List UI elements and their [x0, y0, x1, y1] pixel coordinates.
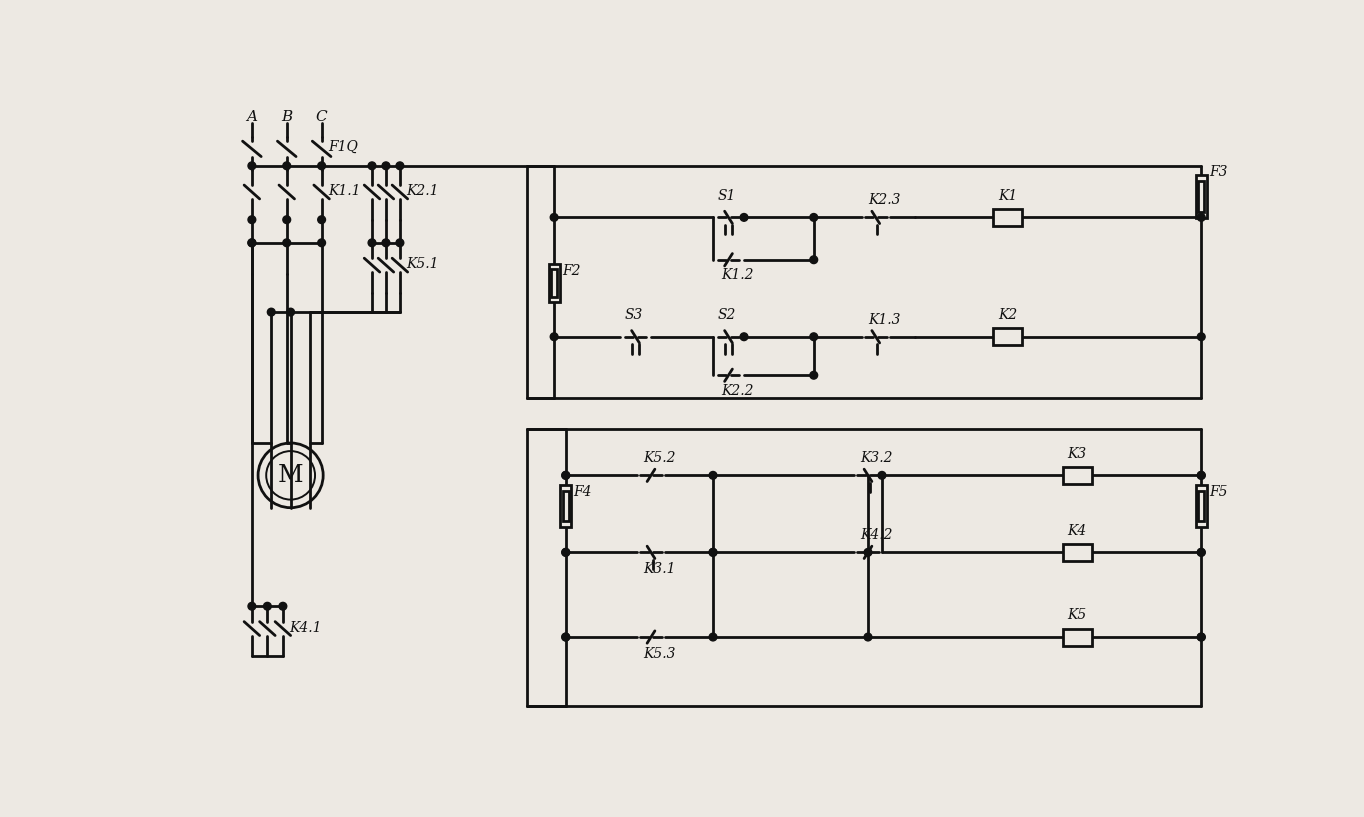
Circle shape — [562, 633, 570, 641]
Circle shape — [810, 372, 817, 379]
Circle shape — [562, 471, 570, 480]
Bar — [563, 491, 569, 521]
Bar — [1198, 181, 1204, 212]
Text: F4: F4 — [573, 485, 592, 499]
Text: F3: F3 — [1209, 165, 1228, 179]
Circle shape — [282, 216, 291, 224]
Circle shape — [1198, 333, 1206, 341]
Circle shape — [318, 216, 326, 224]
Circle shape — [1198, 471, 1206, 480]
Bar — [561, 485, 572, 527]
Text: F5: F5 — [1209, 485, 1228, 499]
Circle shape — [1198, 548, 1206, 556]
Circle shape — [318, 162, 326, 170]
Bar — [1063, 467, 1093, 484]
Circle shape — [248, 162, 256, 170]
Bar — [548, 264, 559, 302]
Circle shape — [396, 239, 404, 247]
Circle shape — [248, 216, 256, 224]
Text: K3.2: K3.2 — [861, 452, 893, 466]
Circle shape — [396, 162, 404, 170]
Circle shape — [282, 239, 291, 247]
Circle shape — [810, 213, 817, 221]
Circle shape — [741, 333, 747, 341]
Text: S2: S2 — [717, 308, 737, 322]
Text: M: M — [278, 464, 303, 487]
Bar — [1196, 176, 1207, 218]
Text: K5.1: K5.1 — [406, 257, 439, 271]
Text: A: A — [247, 110, 258, 124]
Circle shape — [562, 548, 570, 556]
Circle shape — [282, 162, 291, 170]
Text: K1.3: K1.3 — [868, 313, 900, 327]
Text: K4: K4 — [1068, 524, 1087, 538]
Text: K2.1: K2.1 — [406, 184, 439, 199]
Circle shape — [878, 471, 885, 480]
Circle shape — [248, 602, 256, 610]
Circle shape — [1198, 633, 1206, 641]
Text: F2: F2 — [562, 264, 580, 279]
Circle shape — [286, 308, 295, 316]
Circle shape — [550, 333, 558, 341]
Bar — [1198, 491, 1204, 521]
Bar — [1063, 544, 1093, 560]
Circle shape — [709, 548, 717, 556]
Text: K3.1: K3.1 — [644, 562, 675, 576]
Circle shape — [562, 471, 570, 480]
Text: K2: K2 — [998, 308, 1018, 322]
Circle shape — [865, 548, 872, 556]
Circle shape — [248, 239, 256, 247]
Circle shape — [810, 333, 817, 341]
Text: K2.3: K2.3 — [868, 194, 900, 208]
Text: F1Q: F1Q — [327, 141, 357, 154]
Circle shape — [263, 602, 271, 610]
Circle shape — [382, 162, 390, 170]
Bar — [551, 269, 557, 297]
Circle shape — [810, 256, 817, 264]
Text: K1: K1 — [998, 189, 1018, 203]
Circle shape — [1198, 633, 1206, 641]
Circle shape — [709, 471, 717, 480]
Text: K4.2: K4.2 — [861, 529, 893, 542]
Circle shape — [741, 213, 747, 221]
Circle shape — [382, 239, 390, 247]
Circle shape — [1198, 548, 1206, 556]
Circle shape — [562, 548, 570, 556]
Circle shape — [280, 602, 286, 610]
Text: K5: K5 — [1068, 609, 1087, 623]
Text: K5.2: K5.2 — [644, 452, 675, 466]
Circle shape — [368, 162, 376, 170]
Bar — [993, 328, 1022, 346]
Text: B: B — [281, 110, 292, 124]
Text: K3: K3 — [1068, 447, 1087, 461]
Bar — [1196, 485, 1207, 527]
Text: C: C — [316, 110, 327, 124]
Text: S3: S3 — [625, 308, 644, 322]
Text: K1.1: K1.1 — [327, 184, 360, 199]
Circle shape — [709, 633, 717, 641]
Circle shape — [1198, 213, 1206, 221]
Bar — [993, 209, 1022, 225]
Circle shape — [709, 548, 717, 556]
Circle shape — [865, 633, 872, 641]
Text: K5.3: K5.3 — [644, 647, 675, 661]
Bar — [1063, 628, 1093, 645]
Circle shape — [368, 239, 376, 247]
Text: K1.2: K1.2 — [720, 268, 753, 282]
Circle shape — [267, 308, 276, 316]
Circle shape — [1198, 471, 1206, 480]
Text: S1: S1 — [717, 189, 737, 203]
Text: K4.1: K4.1 — [289, 621, 322, 635]
Circle shape — [318, 239, 326, 247]
Text: K2.2: K2.2 — [720, 384, 753, 398]
Circle shape — [562, 633, 570, 641]
Circle shape — [248, 239, 256, 247]
Circle shape — [550, 213, 558, 221]
